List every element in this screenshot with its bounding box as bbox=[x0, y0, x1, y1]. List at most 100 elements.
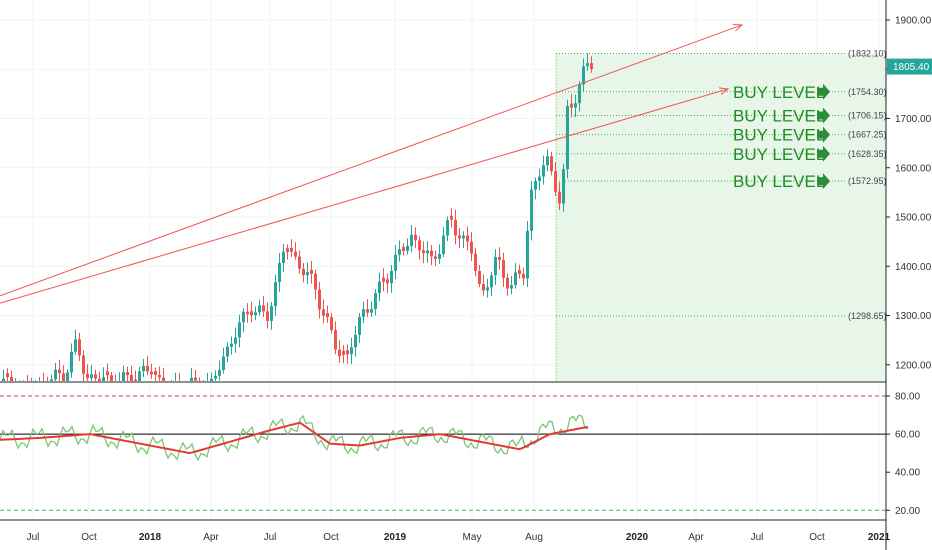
candle-body bbox=[410, 234, 413, 246]
candle-body bbox=[134, 379, 137, 381]
candle-body bbox=[282, 251, 285, 263]
candle-body bbox=[298, 256, 301, 269]
candle-body bbox=[494, 256, 497, 276]
candle-body bbox=[466, 235, 469, 242]
candle-body bbox=[350, 347, 353, 355]
candle-body bbox=[126, 372, 129, 376]
candle-body bbox=[378, 281, 381, 294]
candle-body bbox=[98, 378, 101, 381]
candle-body bbox=[354, 334, 357, 348]
candle-body bbox=[394, 254, 397, 271]
y-tick-label: 1900.00 bbox=[895, 16, 932, 27]
candle-body bbox=[214, 375, 217, 379]
candle-body bbox=[138, 371, 141, 381]
axes: 1900.001800.001700.001600.001500.001400.… bbox=[27, 0, 932, 550]
candle-body bbox=[158, 374, 161, 378]
indicator-tick-label: 40.00 bbox=[895, 468, 920, 479]
candle-body bbox=[262, 305, 265, 312]
buy-level-label: BUY LEVEL bbox=[733, 145, 825, 164]
candle-body bbox=[538, 176, 541, 182]
candle-body bbox=[458, 235, 461, 239]
buy-arrow-icon bbox=[817, 107, 830, 124]
x-tick-label: Aug bbox=[525, 532, 543, 543]
buy-zone-highlight bbox=[556, 53, 886, 382]
candle-body bbox=[374, 293, 377, 309]
candle-body bbox=[542, 165, 545, 177]
candle-body bbox=[266, 311, 269, 321]
candle-body bbox=[286, 248, 289, 253]
x-tick-label: 2021 bbox=[868, 532, 891, 543]
level-label: (1832.10) bbox=[848, 48, 887, 58]
buy-level-label: BUY LEVEL bbox=[733, 83, 825, 102]
buy-arrow-icon bbox=[817, 83, 830, 100]
candle-body bbox=[222, 356, 225, 370]
candle-body bbox=[390, 270, 393, 284]
candle-body bbox=[226, 346, 229, 357]
candle-body bbox=[442, 235, 445, 254]
candle-body bbox=[70, 351, 73, 373]
y-tick-label: 1200.00 bbox=[895, 360, 932, 371]
level-label: (1628.35) bbox=[848, 149, 887, 159]
buy-level-label: BUY LEVEL bbox=[733, 126, 825, 145]
candle-body bbox=[218, 369, 221, 376]
x-tick-label: Oct bbox=[81, 532, 97, 543]
x-tick-label: Apr bbox=[203, 532, 219, 543]
trend-arrow-head bbox=[732, 23, 744, 32]
candle-body bbox=[314, 273, 317, 290]
last-price-label: 1805.40 bbox=[893, 62, 930, 73]
candle-body bbox=[434, 256, 437, 259]
level-label: (1754.30) bbox=[848, 87, 887, 97]
candle-body bbox=[58, 369, 61, 374]
candle-body bbox=[330, 317, 333, 331]
candle-body bbox=[150, 371, 153, 375]
candle-body bbox=[578, 84, 581, 104]
candle-body bbox=[106, 371, 109, 376]
level-label: (1667.25) bbox=[848, 130, 887, 140]
candle-body bbox=[146, 365, 149, 372]
y-tick-label: 1400.00 bbox=[895, 262, 932, 273]
candle-body bbox=[426, 250, 429, 254]
y-tick-label: 1600.00 bbox=[895, 163, 932, 174]
x-tick-label: May bbox=[463, 532, 482, 543]
candle-body bbox=[290, 247, 293, 252]
candle-body bbox=[274, 282, 277, 307]
candle-body bbox=[246, 311, 249, 315]
candle-body bbox=[326, 313, 329, 318]
candle-body bbox=[462, 235, 465, 239]
x-tick-label: 2018 bbox=[139, 532, 162, 543]
candle-body bbox=[86, 373, 89, 379]
x-tick-label: 2020 bbox=[626, 532, 649, 543]
candle-body bbox=[570, 103, 573, 108]
candle-body bbox=[198, 380, 201, 381]
candle-body bbox=[478, 270, 481, 285]
candle-body bbox=[242, 311, 245, 323]
x-tick-label: Jul bbox=[751, 532, 764, 543]
candle-body bbox=[430, 250, 433, 257]
trend-line bbox=[0, 88, 729, 304]
candle-body bbox=[490, 275, 493, 288]
candle-body bbox=[510, 285, 513, 289]
candle-body bbox=[250, 311, 253, 316]
candle-body bbox=[534, 181, 537, 190]
y-tick-label: 1300.00 bbox=[895, 311, 932, 322]
candle-body bbox=[586, 63, 589, 67]
candle-body bbox=[386, 279, 389, 284]
candle-body bbox=[190, 377, 193, 381]
candle-body bbox=[62, 373, 65, 381]
candle-body bbox=[406, 245, 409, 251]
candle-body bbox=[482, 284, 485, 291]
candle-body bbox=[550, 156, 553, 172]
candle-body bbox=[162, 377, 165, 381]
x-tick-label: Oct bbox=[809, 532, 825, 543]
candle-body bbox=[446, 220, 449, 236]
candle-body bbox=[238, 322, 241, 338]
candle-body bbox=[418, 240, 421, 251]
trend-line bbox=[0, 24, 743, 297]
candle-body bbox=[334, 330, 337, 350]
candle-body bbox=[54, 369, 57, 380]
trend-arrow-head bbox=[719, 87, 730, 96]
level-label: (1298.65) bbox=[848, 311, 887, 321]
